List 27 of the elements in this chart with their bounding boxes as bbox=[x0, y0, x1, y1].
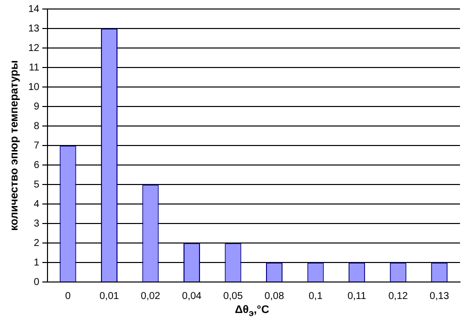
y-axis-title: количество эпюр температуры bbox=[8, 60, 21, 231]
y-tick-label: 0 bbox=[34, 276, 40, 288]
x-tick-label: 0,12 bbox=[388, 290, 408, 302]
y-tick-label: 12 bbox=[28, 42, 40, 54]
x-tick-label: 0,13 bbox=[430, 290, 450, 302]
y-tick-label: 7 bbox=[34, 140, 40, 152]
x-tick-label: 0,02 bbox=[140, 290, 161, 302]
y-tick-label: 5 bbox=[34, 179, 40, 190]
x-tick-label: 0,04 bbox=[182, 290, 202, 302]
x-tick-label: 0,08 bbox=[264, 290, 284, 302]
y-tick-label: 10 bbox=[28, 82, 40, 93]
x-tick-label: 0,01 bbox=[99, 290, 120, 302]
x-tick-label: 0,1 bbox=[308, 290, 323, 302]
y-tick-label: 3 bbox=[34, 218, 40, 230]
y-tick-label: 14 bbox=[28, 4, 40, 15]
x-tick-label: 0,11 bbox=[347, 290, 367, 302]
y-tick-label: 6 bbox=[34, 160, 40, 171]
x-tick-label: 0 bbox=[65, 290, 72, 302]
y-tick-label: 1 bbox=[34, 257, 40, 268]
y-tick-label: 8 bbox=[34, 120, 40, 132]
y-tick-label: 4 bbox=[34, 198, 40, 210]
y-tick-label: 9 bbox=[34, 101, 40, 112]
y-tick-label: 2 bbox=[34, 238, 40, 249]
x-tick-label: 0,05 bbox=[223, 290, 244, 302]
y-tick-label: 13 bbox=[28, 23, 40, 34]
x-axis-title: Δθ$_{э}$,°C bbox=[234, 304, 270, 318]
y-tick-label: 11 bbox=[28, 62, 40, 74]
